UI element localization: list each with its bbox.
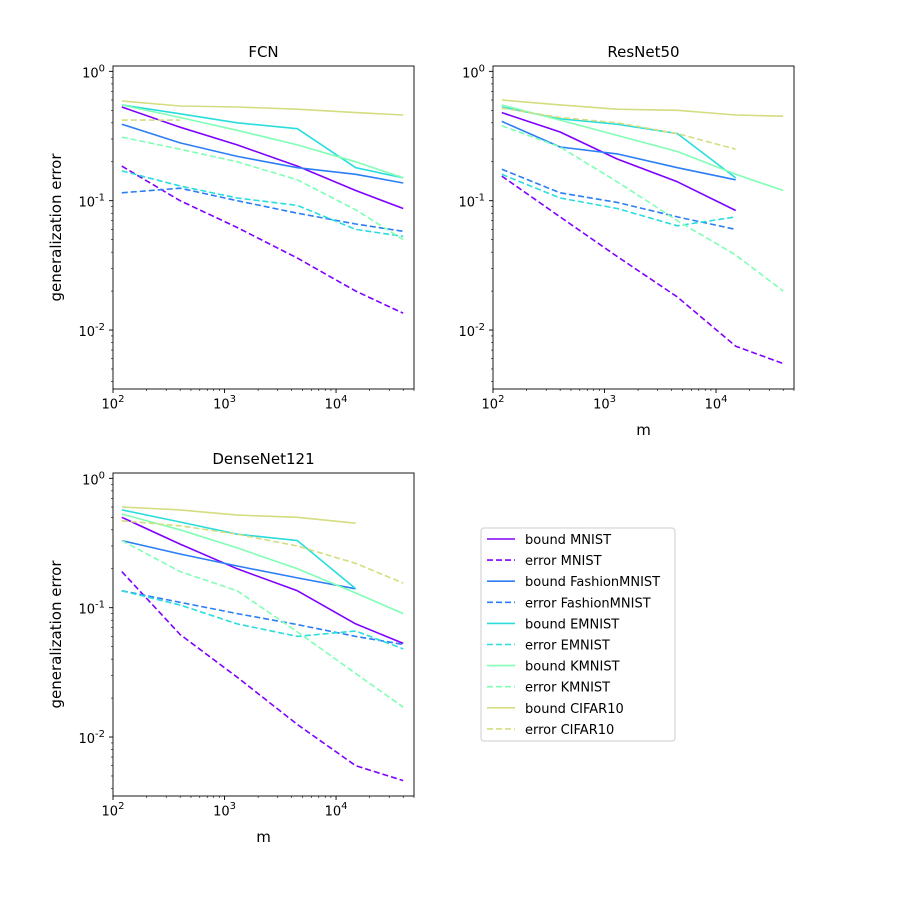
- x-tick-label: 102: [482, 394, 505, 413]
- series-line-error-emnist: [501, 173, 736, 227]
- x-tick-label: 102: [102, 394, 125, 413]
- y-tick-label: 10-1: [78, 600, 105, 618]
- series-line-error-emnist: [121, 170, 404, 238]
- series-line-error-kmnist: [121, 539, 404, 708]
- x-tick-label: 104: [325, 801, 348, 820]
- series-line-error-fashionmnist: [501, 168, 736, 231]
- series-line-bound-cifar10: [501, 99, 784, 117]
- legend-label: bound EMNIST: [525, 617, 619, 632]
- series-line-error-fashionmnist: [121, 590, 404, 646]
- series-line-bound-fashionmnist: [501, 120, 736, 181]
- legend-label: bound FashionMNIST: [525, 575, 660, 590]
- legend-label: error FashionMNIST: [525, 596, 651, 611]
- series-line-bound-mnist: [121, 106, 404, 210]
- x-axis-label: m: [256, 828, 271, 846]
- series-group: [121, 506, 404, 782]
- series-line-bound-fashionmnist: [121, 123, 404, 184]
- y-axis-label: generalization error: [47, 153, 65, 302]
- series-line-bound-kmnist: [121, 104, 404, 179]
- y-tick-label: 100: [82, 470, 105, 488]
- x-tick-label: 102: [102, 801, 125, 820]
- y-tick-label: 10-1: [458, 193, 485, 211]
- x-tick-label: 104: [325, 394, 348, 413]
- panel-resnet50: ResNet50 102 103 104 10-2 10-1 100 m: [458, 43, 795, 439]
- y-tick-label: 100: [462, 63, 485, 81]
- x-tick-label: 103: [213, 394, 236, 413]
- y-axis-label: generalization error: [47, 560, 65, 709]
- y-tick-label: 10-2: [78, 729, 105, 747]
- series-line-bound-cifar10: [121, 506, 356, 524]
- legend-label: error MNIST: [525, 554, 602, 569]
- legend-label: bound CIFAR10: [525, 702, 624, 717]
- x-tick-label: 103: [213, 801, 236, 820]
- series-line-bound-emnist: [501, 106, 737, 179]
- panel-densenet121: DenseNet121 102 103 104 10-2 10-1 100 m generali…: [47, 450, 415, 846]
- series-line-error-cifar10: [501, 107, 736, 150]
- series-line-error-fashionmnist: [121, 187, 404, 233]
- legend-label: bound KMNIST: [525, 660, 620, 675]
- series-line-error-emnist: [121, 590, 404, 650]
- legend-label: error CIFAR10: [525, 723, 614, 738]
- y-tick-label: 10-1: [78, 193, 105, 211]
- series-line-bound-cifar10: [121, 100, 404, 116]
- series-group: [121, 100, 404, 314]
- panel-title: ResNet50: [607, 43, 679, 61]
- axes-frame: [112, 472, 415, 797]
- series-line-error-mnist: [121, 165, 404, 314]
- series-line-bound-kmnist: [501, 104, 784, 192]
- series-line-error-kmnist: [501, 124, 784, 292]
- series-group: [501, 99, 784, 365]
- legend-label: bound MNIST: [525, 533, 611, 548]
- y-tick-label: 10-2: [458, 322, 485, 340]
- axes-frame: [112, 65, 415, 390]
- legend-box: [480, 527, 676, 742]
- legend: bound MNIST error MNIST bound FashionMNIST…: [480, 527, 676, 742]
- panel-fcn: FCN 102 103 104 10-2 10-1 100 generalization er…: [47, 43, 415, 413]
- y-tick-label: 10-2: [78, 322, 105, 340]
- panel-title: DenseNet121: [212, 450, 314, 468]
- series-line-bound-emnist: [121, 104, 404, 179]
- series-line-bound-mnist: [121, 516, 404, 645]
- x-tick-label: 103: [593, 394, 616, 413]
- legend-label: error EMNIST: [525, 639, 610, 654]
- series-line-error-cifar10: [121, 520, 404, 584]
- x-axis-label: m: [636, 421, 651, 439]
- legend-label: error KMNIST: [525, 681, 610, 696]
- series-line-error-mnist: [121, 571, 404, 782]
- series-line-bound-fashionmnist: [121, 539, 356, 590]
- x-tick-label: 104: [705, 394, 728, 413]
- panel-title: FCN: [248, 43, 278, 61]
- series-line-bound-mnist: [501, 111, 737, 212]
- series-line-error-mnist: [501, 175, 784, 365]
- series-line-error-kmnist: [121, 136, 404, 241]
- y-tick-label: 100: [82, 63, 105, 81]
- axes-frame: [492, 65, 795, 390]
- series-line-bound-kmnist: [121, 513, 404, 615]
- series-line-bound-emnist: [121, 509, 357, 590]
